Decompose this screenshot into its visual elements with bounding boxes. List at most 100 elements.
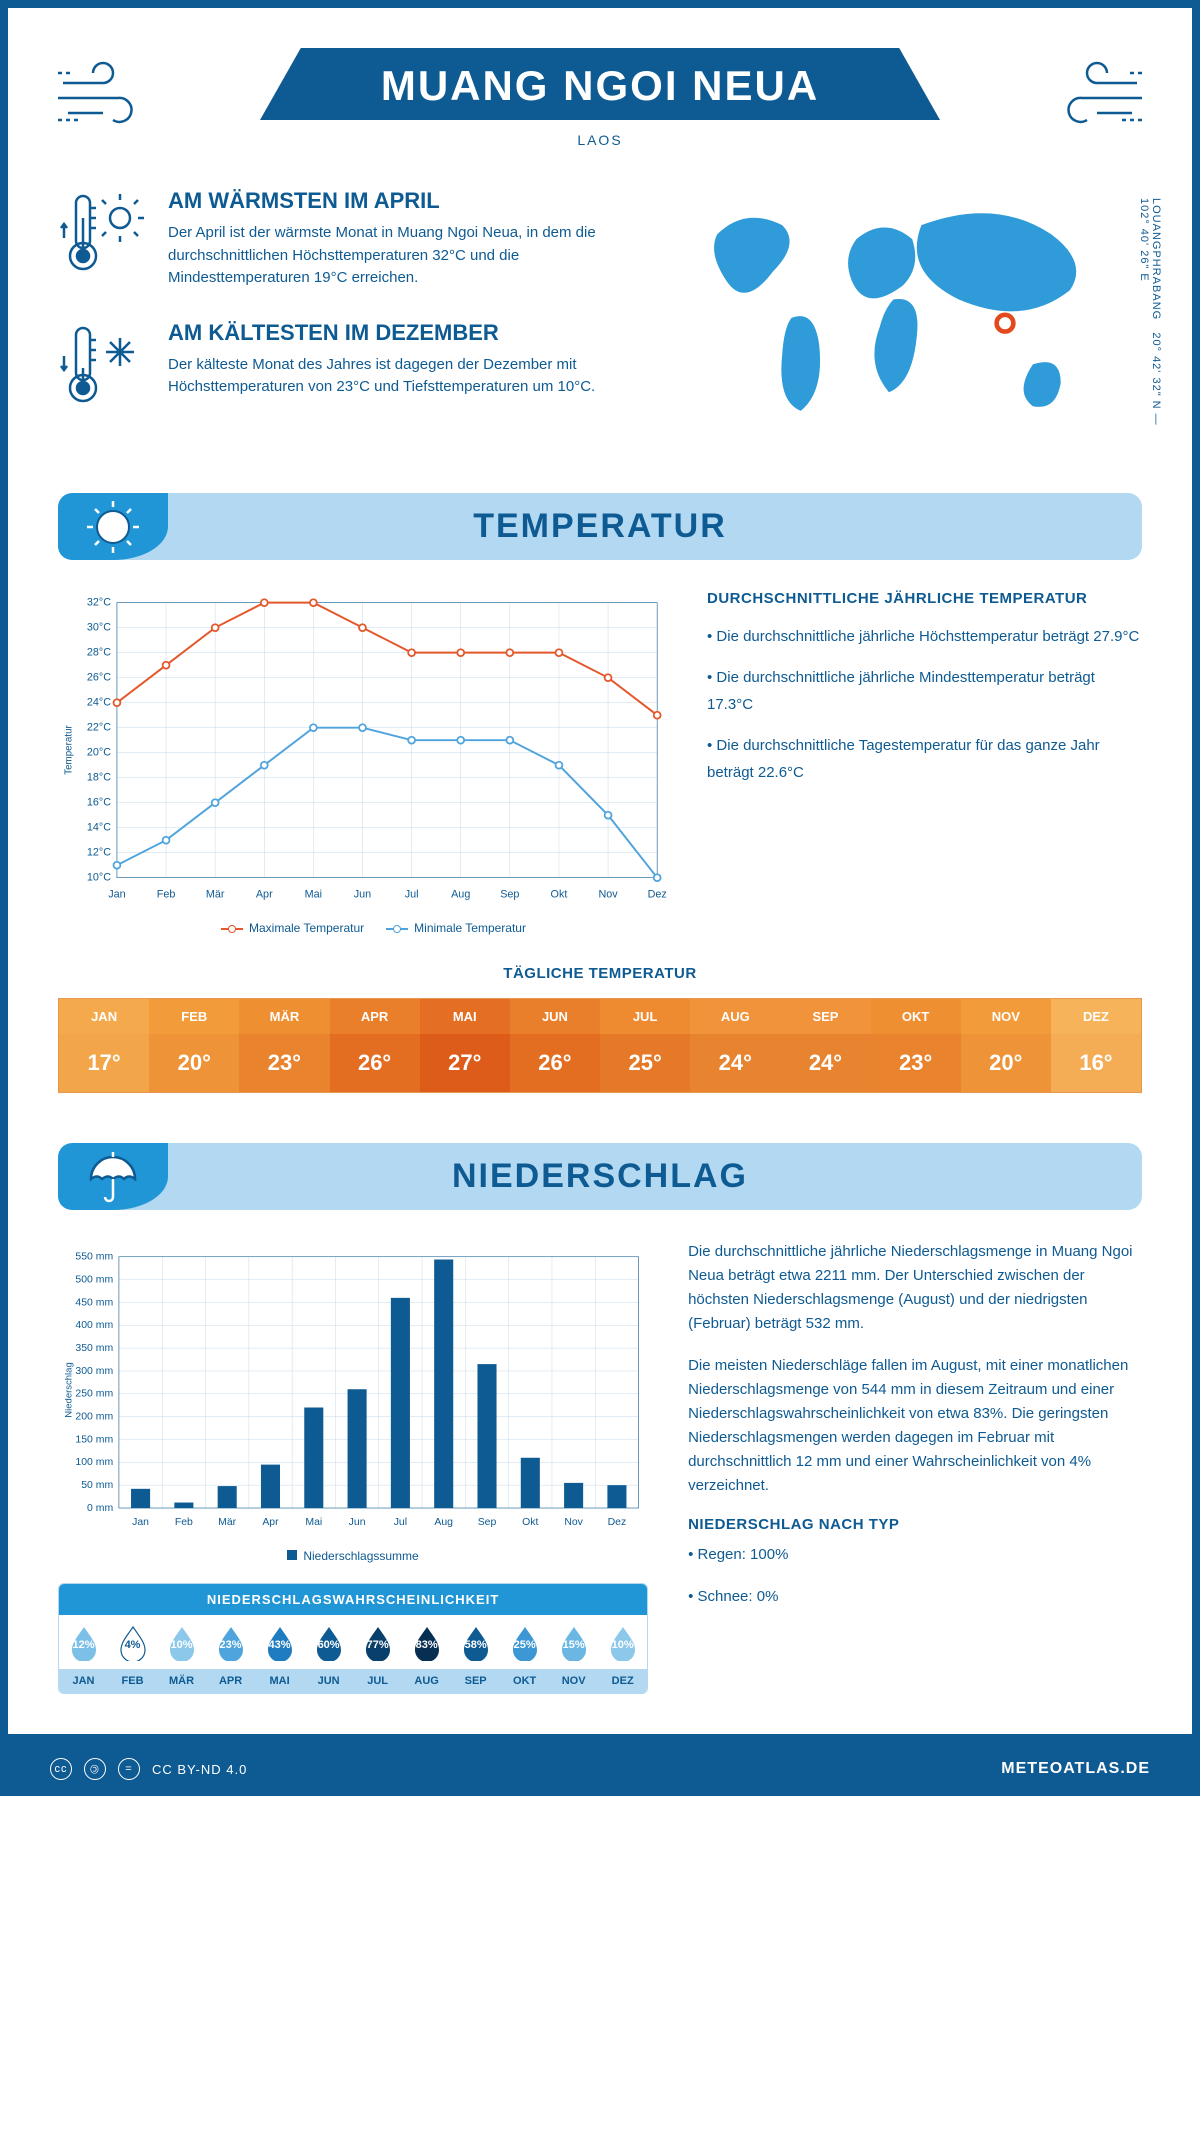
svg-text:200 mm: 200 mm (75, 1412, 113, 1423)
sun-icon (83, 497, 143, 557)
fact-coldest: AM KÄLTESTEN IM DEZEMBER Der kälteste Mo… (58, 320, 605, 410)
precip-para: Die durchschnittliche jährliche Niedersc… (688, 1240, 1142, 1336)
brand-name: METEOATLAS.DE (1001, 1760, 1150, 1778)
svg-text:Jan: Jan (132, 1517, 149, 1528)
precip-prob-cell: 23% (206, 1615, 255, 1669)
svg-text:Jun: Jun (354, 888, 371, 900)
svg-text:Dez: Dez (608, 1517, 627, 1528)
footer: cc 🄯 = CC BY-ND 4.0 METEOATLAS.DE (0, 1742, 1200, 1796)
temperature-summary: DURCHSCHNITTLICHE JÄHRLICHE TEMPERATUR •… (707, 590, 1142, 935)
svg-text:Mai: Mai (305, 1517, 322, 1528)
annual-temp-title: DURCHSCHNITTLICHE JÄHRLICHE TEMPERATUR (707, 590, 1142, 607)
daily-temp-cell: DEZ16° (1051, 999, 1141, 1092)
fact-coldest-heading: AM KÄLTESTEN IM DEZEMBER (168, 320, 605, 346)
precip-legend: Niederschlagssumme (58, 1549, 648, 1563)
daily-temperature-table: JAN17°FEB20°MÄR23°APR26°MAI27°JUN26°JUL2… (58, 998, 1142, 1093)
daily-temp-cell: JUL25° (600, 999, 690, 1092)
svg-text:Jul: Jul (405, 888, 419, 900)
svg-text:250 mm: 250 mm (75, 1389, 113, 1400)
temp-bullet: • Die durchschnittliche Tagestemperatur … (707, 732, 1142, 786)
daily-temp-cell: NOV20° (961, 999, 1051, 1092)
svg-text:30°C: 30°C (87, 622, 111, 634)
umbrella-icon (85, 1149, 141, 1205)
daily-temp-cell: AUG24° (690, 999, 780, 1092)
precip-bar-chart: Niederschlag0 mm50 mm100 mm150 mm200 mm2… (58, 1240, 648, 1540)
fact-coldest-text: Der kälteste Monat des Jahres ist dagege… (168, 354, 605, 399)
svg-text:50 mm: 50 mm (81, 1480, 113, 1491)
temperature-legend: Maximale TemperaturMinimale Temperatur (58, 921, 667, 935)
daily-temp-cell: FEB20° (149, 999, 239, 1092)
header: MUANG NGOI NEUA LAOS (58, 48, 1142, 148)
svg-text:Apr: Apr (262, 1517, 279, 1528)
license-text: CC BY-ND 4.0 (152, 1762, 247, 1777)
daily-temp-title: TÄGLICHE TEMPERATUR (58, 965, 1142, 982)
svg-text:28°C: 28°C (87, 647, 111, 659)
cc-icon: cc (50, 1758, 72, 1780)
precip-prob-cell: 4% (108, 1615, 157, 1669)
wind-icon (1042, 58, 1142, 128)
attribution-icon: 🄯 (84, 1758, 106, 1780)
svg-text:Sep: Sep (500, 888, 519, 900)
svg-text:Temperatur: Temperatur (64, 724, 75, 774)
daily-temp-cell: MÄR23° (239, 999, 329, 1092)
svg-text:Dez: Dez (648, 888, 667, 900)
svg-text:Feb: Feb (175, 1517, 193, 1528)
daily-temp-cell: OKT23° (871, 999, 961, 1092)
fact-warmest-text: Der April ist der wärmste Monat in Muang… (168, 222, 605, 290)
svg-text:450 mm: 450 mm (75, 1297, 113, 1308)
svg-text:Jun: Jun (349, 1517, 366, 1528)
fact-warmest: AM WÄRMSTEN IM APRIL Der April ist der w… (58, 188, 605, 290)
svg-text:Aug: Aug (434, 1517, 453, 1528)
svg-text:100 mm: 100 mm (75, 1457, 113, 1468)
precip-prob-title: NIEDERSCHLAGSWAHRSCHEINLICHKEIT (59, 1584, 647, 1615)
precip-summary: Die durchschnittliche jährliche Niedersc… (688, 1240, 1142, 1694)
precip-probability-box: NIEDERSCHLAGSWAHRSCHEINLICHKEIT 12%4%10%… (58, 1583, 648, 1694)
precip-title: NIEDERSCHLAG (58, 1157, 1142, 1196)
precip-prob-cell: 12% (59, 1615, 108, 1669)
svg-text:Okt: Okt (551, 888, 568, 900)
svg-text:24°C: 24°C (87, 697, 111, 709)
daily-temp-cell: JAN17° (59, 999, 149, 1092)
svg-text:10°C: 10°C (87, 872, 111, 884)
svg-text:18°C: 18°C (87, 772, 111, 784)
precip-type-title: NIEDERSCHLAG NACH TYP (688, 1516, 1142, 1533)
precip-prob-cell: 25% (500, 1615, 549, 1669)
svg-text:Jul: Jul (394, 1517, 407, 1528)
precip-prob-cell: 43% (255, 1615, 304, 1669)
svg-text:26°C: 26°C (87, 672, 111, 684)
svg-text:500 mm: 500 mm (75, 1274, 113, 1285)
svg-text:16°C: 16°C (87, 797, 111, 809)
section-header-temperature: TEMPERATUR (58, 493, 1142, 560)
daily-temp-cell: MAI27° (420, 999, 510, 1092)
nd-icon: = (118, 1758, 140, 1780)
svg-text:400 mm: 400 mm (75, 1320, 113, 1331)
world-map (645, 188, 1142, 448)
svg-text:Mär: Mär (206, 888, 225, 900)
svg-text:14°C: 14°C (87, 822, 111, 834)
svg-text:Apr: Apr (256, 888, 273, 900)
temp-bullet: • Die durchschnittliche jährliche Mindes… (707, 664, 1142, 718)
svg-text:Mär: Mär (218, 1517, 237, 1528)
daily-temp-cell: SEP24° (780, 999, 870, 1092)
precip-type-item: • Schnee: 0% (688, 1585, 1142, 1609)
temp-bullet: • Die durchschnittliche jährliche Höchst… (707, 623, 1142, 650)
svg-text:Okt: Okt (522, 1517, 538, 1528)
coordinates-label: LOUANGPHRABANG 20° 42' 32" N — 102° 40' … (1138, 198, 1162, 453)
svg-text:0 mm: 0 mm (87, 1503, 113, 1514)
temperature-title: TEMPERATUR (58, 507, 1142, 546)
svg-text:Jan: Jan (108, 888, 125, 900)
precip-prob-cell: 10% (598, 1615, 647, 1669)
svg-text:300 mm: 300 mm (75, 1366, 113, 1377)
daily-temp-cell: APR26° (330, 999, 420, 1092)
precip-para: Die meisten Niederschläge fallen im Augu… (688, 1354, 1142, 1498)
section-header-precip: NIEDERSCHLAG (58, 1143, 1142, 1210)
precip-type-item: • Regen: 100% (688, 1543, 1142, 1567)
svg-text:Nov: Nov (564, 1517, 583, 1528)
svg-text:Feb: Feb (157, 888, 176, 900)
precip-prob-cell: 58% (451, 1615, 500, 1669)
svg-text:550 mm: 550 mm (75, 1252, 113, 1263)
precip-prob-cell: 10% (157, 1615, 206, 1669)
svg-text:Sep: Sep (478, 1517, 497, 1528)
svg-text:12°C: 12°C (87, 847, 111, 859)
temperature-line-chart: Temperatur10°C12°C14°C16°C18°C20°C22°C24… (58, 590, 667, 910)
